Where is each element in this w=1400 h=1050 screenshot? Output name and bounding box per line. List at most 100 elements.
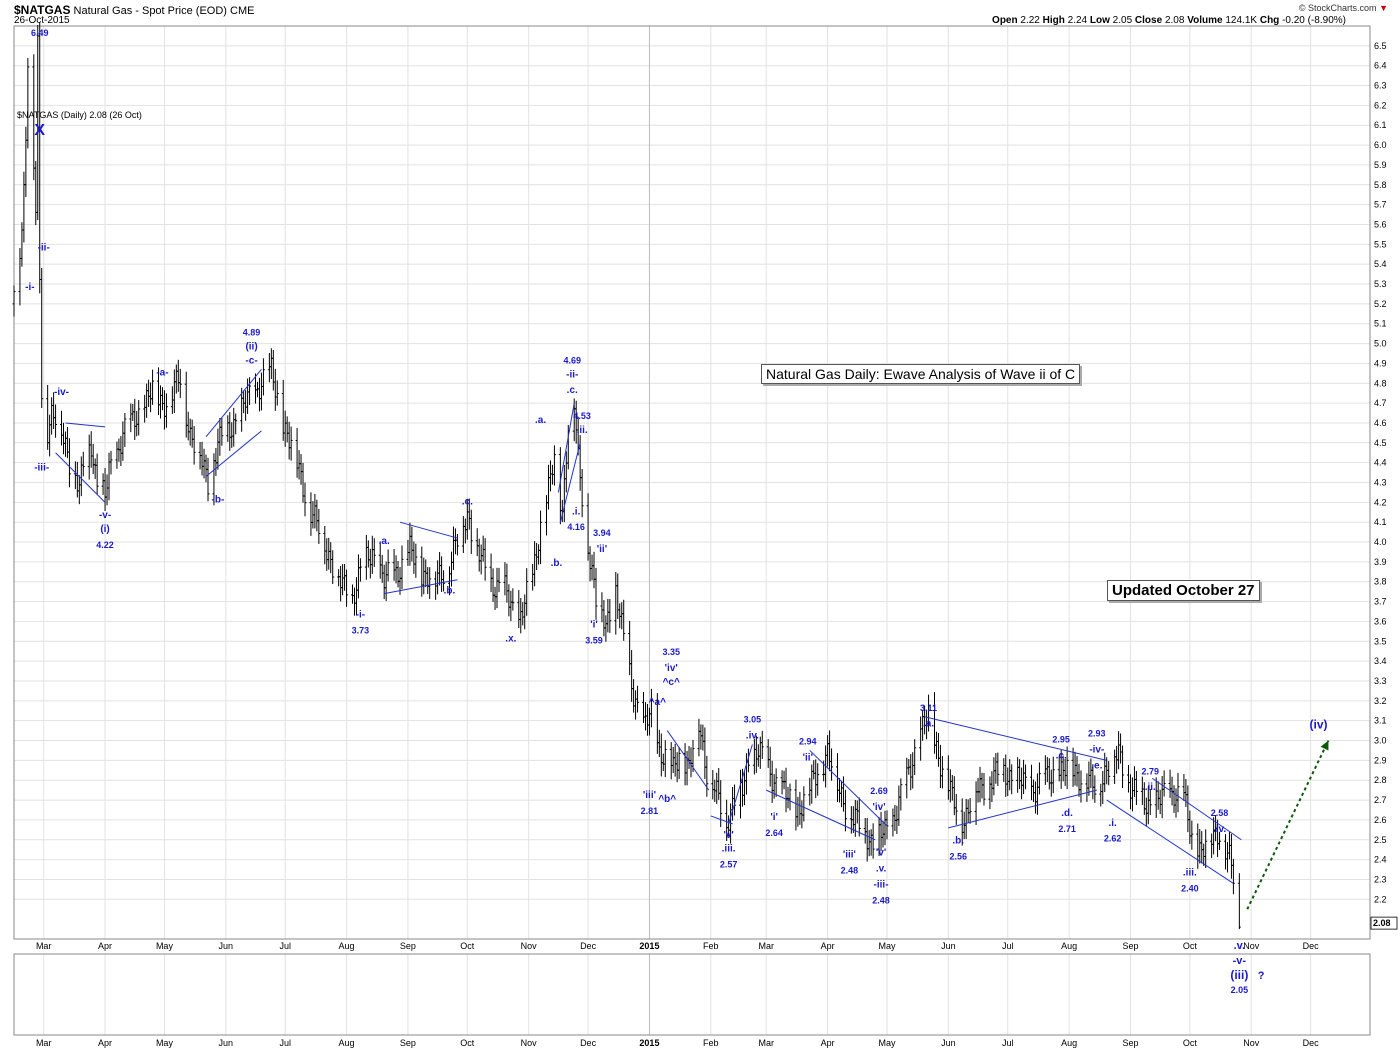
y-tick-label: 3.2 bbox=[1374, 696, 1387, 706]
y-tick-label: 5.4 bbox=[1374, 259, 1387, 269]
wave-label: 2.79 bbox=[1142, 766, 1160, 776]
forecast-arrow-head bbox=[1320, 740, 1329, 751]
y-tick-label: 2.6 bbox=[1374, 815, 1387, 825]
y-tick-label: 6.4 bbox=[1374, 61, 1387, 71]
wave-label: 4.16 bbox=[567, 522, 585, 532]
y-tick-label: 4.5 bbox=[1374, 438, 1387, 448]
y-tick-label: 3.8 bbox=[1374, 577, 1387, 587]
wave-label: 2.57 bbox=[720, 860, 738, 870]
stockcharts-credit[interactable]: © StockCharts.com ▼ bbox=[1299, 3, 1388, 13]
wave-label: .v. bbox=[876, 864, 887, 875]
channel-line bbox=[948, 789, 1097, 829]
y-tick-label: 4.7 bbox=[1374, 398, 1387, 408]
y-tick-label: 2.3 bbox=[1374, 874, 1387, 884]
x-tick-label: Dec bbox=[1303, 941, 1320, 951]
wave-label: 2.94 bbox=[799, 736, 817, 746]
x-tick-label: Nov bbox=[1243, 941, 1260, 951]
volume-value: 124.1K bbox=[1225, 15, 1258, 26]
y-tick-label: 2.5 bbox=[1374, 835, 1387, 845]
x-tick-label: Apr bbox=[98, 941, 112, 951]
wave-label: 'ii' bbox=[803, 752, 813, 763]
wave-label: .b. bbox=[952, 836, 964, 847]
credit-text[interactable]: © StockCharts.com bbox=[1298, 3, 1377, 13]
y-tick-label: 5.3 bbox=[1374, 279, 1387, 289]
x-tick-label: Apr bbox=[821, 941, 835, 951]
y-tick-label: 2.4 bbox=[1374, 855, 1387, 865]
y-axis: 2.2 2.3 2.4 2.5 2.6 2.7 2.8 2.9 3.0 3.1 3.2 3.3 3.4 3… bbox=[1370, 41, 1398, 930]
wave-label: .ii. bbox=[577, 425, 588, 436]
wave-label: (i) bbox=[100, 524, 109, 535]
channel-line bbox=[1151, 777, 1242, 841]
wave-label: 4.89 bbox=[243, 328, 261, 338]
chart-symbol-line: $NATGAS Natural Gas - Spot Price (EOD) C… bbox=[14, 3, 254, 17]
x-tick-label-lower: Aug bbox=[339, 1038, 355, 1048]
channel-line bbox=[55, 452, 106, 503]
wave-label: .a. bbox=[535, 415, 546, 426]
channel-line bbox=[809, 750, 888, 827]
y-tick-label: 2.9 bbox=[1374, 755, 1387, 765]
x-tick-label-lower: Apr bbox=[98, 1038, 112, 1048]
wave-label: 3.35 bbox=[662, 647, 680, 657]
ohlc-summary: Open 2.22 High 2.24 Low 2.05 Close 2.08 … bbox=[992, 15, 1346, 26]
wave-label: 'v' bbox=[723, 830, 733, 841]
x-tick-label: Mar bbox=[758, 941, 774, 951]
x-tick-label: Jun bbox=[941, 941, 956, 951]
wave-label-lower: -v- bbox=[1233, 955, 1247, 967]
wave-label: .a. bbox=[379, 536, 390, 547]
x-tick-label: May bbox=[878, 941, 896, 951]
y-tick-label: 5.9 bbox=[1374, 160, 1387, 170]
x-tick-label: Aug bbox=[1061, 941, 1077, 951]
wave-label: 3.73 bbox=[352, 625, 370, 635]
x-tick-label: Jun bbox=[219, 941, 234, 951]
y-tick-label: 2.8 bbox=[1374, 775, 1387, 785]
wave-label: 'v' bbox=[876, 848, 886, 859]
x-tick-label-lower: Mar bbox=[36, 1038, 52, 1048]
x-tick-label: Sep bbox=[1122, 941, 1138, 951]
analysis-title-box: Natural Gas Daily: Ewave Analysis of Wav… bbox=[761, 364, 1081, 384]
channel-line bbox=[557, 403, 575, 493]
channel-line bbox=[399, 521, 458, 539]
y-tick-label: 4.6 bbox=[1374, 418, 1387, 428]
x-tick-label-lower: Oct bbox=[460, 1038, 475, 1048]
x-tick-label: Nov bbox=[521, 941, 538, 951]
y-tick-label: 4.0 bbox=[1374, 537, 1387, 547]
y-tick-label: 5.5 bbox=[1374, 239, 1387, 249]
wave-label: -iv- bbox=[54, 387, 69, 398]
low-value: 2.05 bbox=[1112, 15, 1133, 26]
high-label: High bbox=[1042, 15, 1065, 26]
y-tick-label: 6.5 bbox=[1374, 41, 1387, 51]
wave-label: 3.05 bbox=[744, 715, 762, 725]
wave-label-lower: ? bbox=[1258, 970, 1265, 982]
x-tick-label-lower: Sep bbox=[400, 1038, 416, 1048]
x-tick-label: Oct bbox=[460, 941, 475, 951]
wave-label: -i- bbox=[356, 609, 365, 620]
y-tick-label: 6.1 bbox=[1374, 120, 1387, 130]
ohlc-bars bbox=[12, 22, 1241, 930]
wave-label: .c. bbox=[567, 385, 578, 396]
x-tick-label-lower: 2015 bbox=[639, 1038, 659, 1048]
wave-label: -ii- bbox=[566, 369, 578, 380]
open-value: 2.22 bbox=[1020, 15, 1040, 26]
wave-label: 2.56 bbox=[949, 852, 967, 862]
y-tick-label: 5.8 bbox=[1374, 180, 1387, 190]
wave-label: 2.64 bbox=[765, 828, 783, 838]
wave-annotations: 6.49 X -i- -ii- -iv- -iii- -v- (i) 4.22 -a- -b- 4.8… bbox=[25, 28, 1265, 995]
channel-line bbox=[728, 744, 753, 825]
wave-label: 2.48 bbox=[841, 866, 859, 876]
x-tick-label-lower: Jul bbox=[279, 1038, 291, 1048]
menu-triangle-icon[interactable]: ▼ bbox=[1379, 3, 1388, 13]
x-tick-label-lower: May bbox=[878, 1038, 896, 1048]
wave-label: .iv. bbox=[746, 731, 759, 742]
x-tick-label: Jul bbox=[279, 941, 291, 951]
x-tick-label: Mar bbox=[36, 941, 52, 951]
x-tick-label: Feb bbox=[703, 941, 719, 951]
x-tick-label-lower: Jun bbox=[941, 1038, 956, 1048]
x-tick-label-lower: Nov bbox=[521, 1038, 538, 1048]
wave-label: .d. bbox=[1061, 808, 1073, 819]
low-label: Low bbox=[1089, 15, 1110, 26]
wave-label: .iii. bbox=[722, 844, 736, 855]
wave-label: 2.62 bbox=[1104, 834, 1122, 844]
chg-label: Chg bbox=[1259, 15, 1280, 26]
y-tick-label: 5.2 bbox=[1374, 299, 1387, 309]
channel-line bbox=[924, 716, 1107, 761]
